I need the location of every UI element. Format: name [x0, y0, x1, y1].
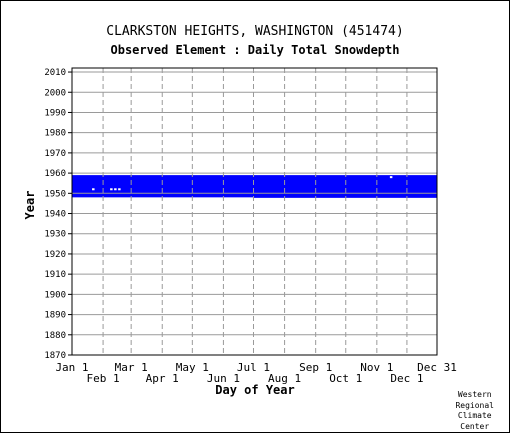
x-tick-label: Sep 1 — [299, 361, 332, 374]
y-tick-label: 1890 — [44, 311, 66, 321]
x-tick-label: May 1 — [176, 361, 209, 374]
x-tick-label: Jan 1 — [55, 361, 88, 374]
x-tick-label: Oct 1 — [329, 372, 362, 385]
y-tick-label: 1900 — [44, 290, 66, 300]
y-tick-label: 1920 — [44, 250, 66, 260]
y-tick-label: 1870 — [44, 351, 66, 361]
x-tick-label: Jun 1 — [207, 372, 240, 385]
x-tick-label: Apr 1 — [146, 372, 179, 385]
x-tick-label: Feb 1 — [87, 372, 120, 385]
credit-line: Regional — [455, 400, 494, 410]
y-tick-label: 1940 — [44, 210, 66, 220]
y-tick-label: 1980 — [44, 129, 66, 139]
x-tick-label: Nov 1 — [360, 361, 393, 374]
y-tick-label: 1970 — [44, 149, 66, 159]
y-tick-label: 1960 — [44, 169, 66, 179]
missing-data-mark — [389, 176, 393, 179]
y-tick-label: 1930 — [44, 230, 66, 240]
y-tick-label: 2010 — [44, 68, 66, 78]
x-tick-label: Dec 1 — [390, 372, 423, 385]
wrcc-credit: Western Regional Climate Center — [455, 390, 494, 432]
credit-line: Center — [460, 421, 490, 431]
x-tick-label: Dec 31 — [417, 361, 457, 374]
credit-line: Western — [457, 390, 492, 399]
y-tick-label: 1950 — [44, 189, 66, 199]
plot-area — [71, 67, 438, 356]
chart-title: CLARKSTON HEIGHTS, WASHINGTON (451474) — [106, 24, 404, 39]
observed-period-bar — [253, 197, 437, 198]
missing-data-mark — [118, 188, 121, 191]
missing-data-mark — [110, 188, 113, 191]
observed-period-bar — [72, 175, 437, 198]
credit-line: Climate — [457, 411, 492, 420]
x-tick-label: Aug 1 — [268, 372, 301, 385]
missing-data-mark — [114, 188, 117, 191]
chart-subtitle: Observed Element : Daily Total Snowdepth — [110, 43, 400, 57]
x-tick-label: Jul 1 — [237, 361, 270, 374]
x-tick-label: Mar 1 — [115, 361, 148, 374]
x-axis-label: Day of Year — [215, 383, 295, 397]
y-tick-label: 1880 — [44, 331, 66, 341]
y-tick-label: 2000 — [44, 88, 66, 98]
y-tick-label: 1910 — [44, 270, 66, 280]
y-tick-label: 1990 — [44, 108, 66, 118]
missing-data-mark — [92, 188, 95, 191]
